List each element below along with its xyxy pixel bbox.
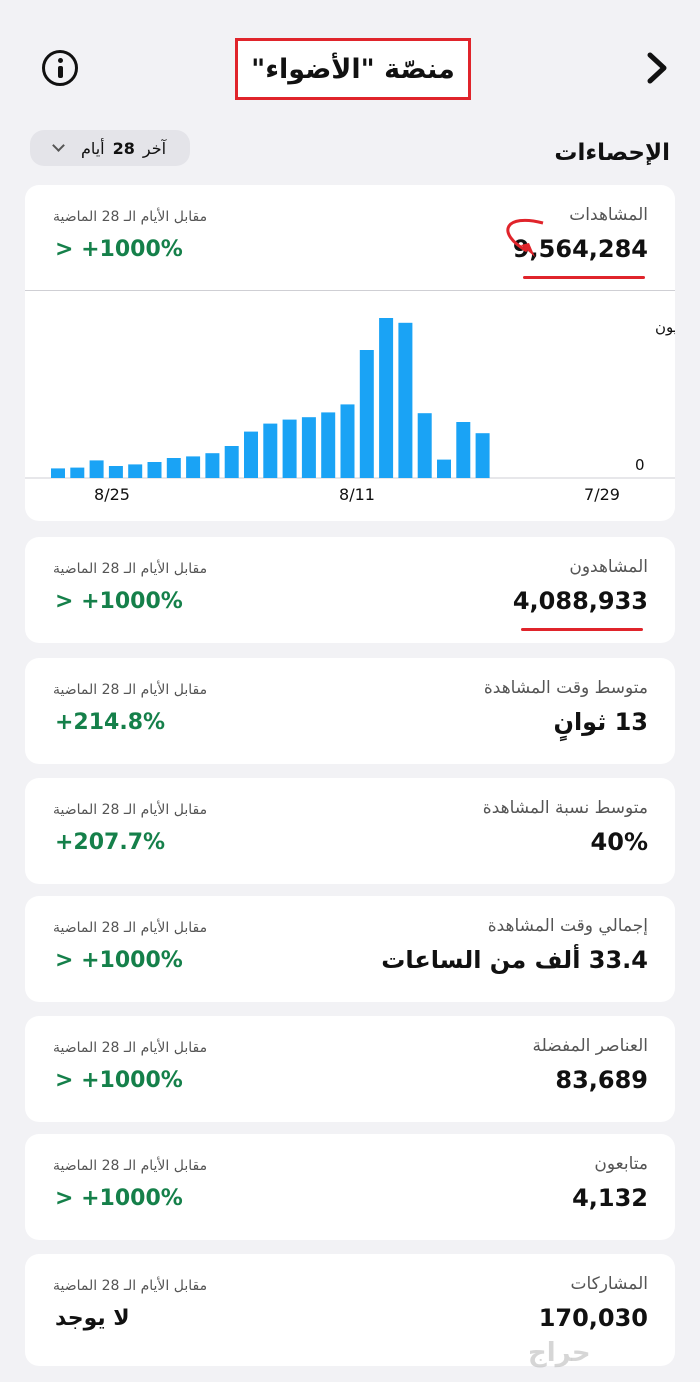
range-suffix: أيام	[80, 138, 105, 158]
chart-bar	[186, 456, 201, 478]
chart-bar	[147, 462, 162, 478]
compare-label: مقابل الأيام الـ 28 الماضية	[53, 1158, 208, 1174]
metric-value: 83,689	[555, 1066, 648, 1094]
y-tick-label: 1 مليون	[655, 318, 675, 336]
section-title: الإحصاءات	[554, 140, 670, 166]
compare-value: > +1000%	[55, 948, 183, 973]
metric-card[interactable]: المشاهدون 4,088,933 مقابل الأيام الـ 28 ال…	[25, 537, 675, 643]
metric-card[interactable]: إجمالي وقت المشاهدة 33.4 ألف من الساعات مق…	[25, 896, 675, 1002]
chart-bar	[224, 446, 239, 478]
metric-value: 170,030	[538, 1304, 648, 1332]
chart-bar	[475, 433, 490, 478]
compare-label: مقابل الأيام الـ 28 الماضية	[53, 920, 208, 936]
red-underline	[523, 276, 645, 279]
metric-label: المشاهدون	[569, 557, 648, 577]
chart-bar	[108, 466, 123, 478]
metric-value: 33.4 ألف من الساعات	[381, 946, 648, 974]
chart-bar	[359, 350, 374, 478]
page-title: منصّة "الأضواء"	[235, 38, 471, 100]
chevron-down-icon	[52, 139, 65, 152]
compare-label: مقابل الأيام الـ 28 الماضية	[53, 682, 208, 698]
compare-label: مقابل الأيام الـ 28 الماضية	[53, 1278, 208, 1294]
metric-value: 40%	[590, 828, 648, 856]
chevron-right-icon[interactable]	[642, 50, 672, 86]
metric-card[interactable]: متابعون 4,132 مقابل الأيام الـ 28 الماضية >…	[25, 1134, 675, 1240]
metric-value: 4,132	[572, 1184, 648, 1212]
metric-label: متوسط نسبة المشاهدة	[482, 798, 648, 818]
range-prefix: آخر	[142, 138, 167, 158]
metric-card[interactable]: العناصر المفضلة 83,689 مقابل الأيام الـ 28…	[25, 1016, 675, 1122]
range-number: 28	[112, 138, 135, 158]
chart-bar	[437, 459, 451, 478]
compare-value: > +1000%	[55, 1186, 183, 1211]
info-circle-icon[interactable]	[42, 50, 78, 86]
compare-label: مقابل الأيام الـ 28 الماضية	[53, 802, 208, 818]
x-tick-label: 7/29	[584, 485, 620, 504]
chart-bar	[244, 431, 258, 478]
watermark: حراج	[528, 1338, 591, 1368]
x-tick-label: 8/25	[94, 485, 130, 504]
divider	[25, 290, 675, 291]
metric-label: متوسط وقت المشاهدة	[483, 678, 648, 698]
red-arrow-icon	[506, 218, 544, 257]
metric-value: 13 ثوانٍ	[553, 708, 648, 736]
chart-bar	[398, 322, 413, 478]
views-bar-chart: 1 مليون 0 8/25 8/11 7/29	[25, 318, 675, 504]
top-bar: منصّة "الأضواء"	[0, 0, 700, 130]
metric-value: 9,564,284	[512, 235, 648, 263]
chart-bar	[89, 460, 104, 478]
chart-bar	[166, 458, 181, 478]
compare-value: > +1000%	[55, 237, 183, 262]
chart-bar	[456, 422, 471, 478]
red-underline	[521, 628, 643, 631]
chart-bar	[51, 468, 65, 478]
y-tick-label: 0	[635, 456, 645, 474]
metric-card[interactable]: المشاركات 170,030 مقابل الأيام الـ 28 الما…	[25, 1254, 675, 1366]
metric-value: 4,088,933	[512, 587, 648, 615]
chart-bar	[321, 412, 336, 478]
chart-bar	[301, 417, 316, 478]
chart-bar	[282, 419, 297, 478]
views-card[interactable]: المشاهدات 9,564,284 مقابل الأيام الـ 28 …	[25, 185, 675, 521]
metric-label: متابعون	[594, 1154, 648, 1174]
page-title-text: منصّة "الأضواء"	[251, 53, 455, 85]
chart-bar	[128, 464, 143, 478]
compare-label: مقابل الأيام الـ 28 الماضية	[53, 561, 208, 577]
date-range-dropdown[interactable]: آخر 28 أيام	[30, 130, 190, 166]
compare-value: +207.7%	[55, 830, 166, 855]
compare-label: مقابل الأيام الـ 28 الماضية	[53, 1040, 208, 1056]
metric-card[interactable]: متوسط نسبة المشاهدة 40% مقابل الأيام الـ 2…	[25, 778, 675, 884]
chart-bar	[70, 467, 85, 478]
compare-value: > +1000%	[55, 1068, 183, 1093]
metric-label: المشاركات	[570, 1274, 648, 1294]
chart-bar	[205, 453, 220, 478]
chart-bar	[263, 423, 278, 478]
metric-label: المشاهدات	[569, 205, 648, 225]
compare-label: مقابل الأيام الـ 28 الماضية	[53, 209, 208, 225]
compare-value: +214.8%	[55, 710, 166, 735]
chart-bar	[340, 404, 355, 478]
chart-bar	[379, 318, 394, 478]
metric-label: إجمالي وقت المشاهدة	[487, 916, 648, 936]
metric-label: العناصر المفضلة	[532, 1036, 648, 1056]
chart-bar	[417, 413, 432, 478]
compare-value: > +1000%	[55, 589, 183, 614]
metric-card[interactable]: متوسط وقت المشاهدة 13 ثوانٍ مقابل الأيام ا…	[25, 658, 675, 764]
compare-value: لا يوجد	[55, 1306, 130, 1331]
x-tick-label: 8/11	[339, 485, 375, 504]
